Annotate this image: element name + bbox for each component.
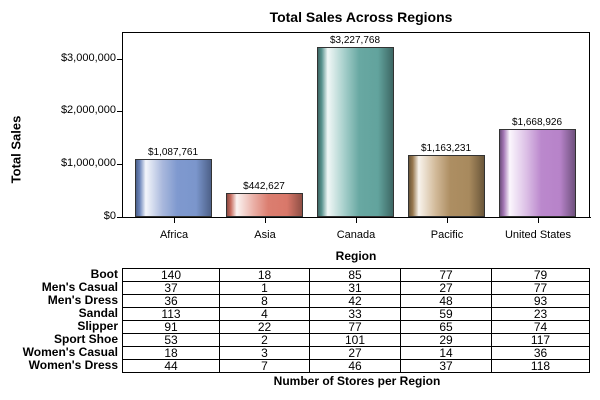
x-tick (447, 218, 448, 223)
table-cell: 93 (491, 294, 590, 308)
table-row-label: Men's Dress (47, 293, 118, 307)
table-cell: 14 (400, 346, 492, 360)
table-title: Number of Stores per Region (273, 374, 441, 388)
table-row-label: Women's Casual (22, 345, 118, 359)
y-tick-label: $1,000,000 (60, 157, 116, 169)
y-tick (117, 111, 122, 112)
table-cell: 3 (219, 346, 310, 360)
table-cell: 44 (122, 359, 220, 373)
table-cell: 8 (219, 294, 310, 308)
table-row: 18 3 27 14 36 (122, 346, 590, 360)
table-row: 44 7 46 37 118 (122, 359, 590, 373)
chart-title: Total Sales Across Regions (269, 9, 453, 25)
table-cell: 46 (309, 359, 401, 373)
table-row: 36 8 42 48 93 (122, 294, 590, 308)
table-row-label: Slipper (77, 319, 118, 333)
table-cell: 7 (219, 359, 310, 373)
plot-area (122, 32, 590, 217)
y-tick-label: $2,000,000 (60, 104, 116, 116)
bar-value-label: $442,627 (243, 181, 285, 192)
y-tick (117, 164, 122, 165)
table-row-label: Women's Dress (28, 358, 118, 372)
bar-united-states[interactable] (499, 129, 576, 217)
x-tick-label: Pacific (430, 229, 464, 241)
x-tick (265, 218, 266, 223)
bar-asia[interactable] (226, 193, 303, 217)
table-cell: 85 (309, 268, 401, 282)
table-row: 113 4 33 59 23 (122, 307, 590, 321)
y-tick-label: $0 (103, 210, 116, 222)
table-cell: 37 (400, 359, 492, 373)
x-tick (356, 218, 357, 223)
y-axis-title: Total Sales (8, 115, 24, 184)
bar-africa[interactable] (135, 159, 212, 217)
y-tick (117, 217, 122, 218)
table-row: 37 1 31 27 77 (122, 281, 590, 295)
table-cell: 36 (491, 346, 590, 360)
x-tick-label: United States (504, 229, 572, 241)
table-cell: 23 (491, 307, 590, 321)
x-tick (538, 218, 539, 223)
bar-value-label: $1,087,761 (147, 147, 199, 158)
y-tick-label: $3,000,000 (60, 52, 116, 64)
bar-value-label: $1,668,926 (511, 117, 563, 128)
bar-value-label: $3,227,768 (329, 35, 381, 46)
table-cell: 22 (219, 320, 310, 334)
table-row: 91 22 77 65 74 (122, 320, 590, 334)
bar-canada[interactable] (317, 47, 394, 217)
table-cell: 77 (309, 320, 401, 334)
table-cell: 1 (219, 281, 310, 295)
x-axis-title: Region (335, 249, 377, 263)
table-cell: 74 (491, 320, 590, 334)
table-cell: 59 (400, 307, 492, 321)
y-tick (117, 59, 122, 60)
table-cell: 31 (309, 281, 401, 295)
table-cell: 113 (122, 307, 220, 321)
bar-value-label: $1,163,231 (420, 143, 472, 154)
table-cell: 65 (400, 320, 492, 334)
bar-pacific[interactable] (408, 155, 485, 217)
table-cell: 29 (400, 333, 492, 347)
x-tick-label: Africa (159, 229, 189, 241)
table-cell: 18 (219, 268, 310, 282)
table-cell: 140 (122, 268, 220, 282)
table-cell: 118 (491, 359, 590, 373)
table-cell: 27 (309, 346, 401, 360)
table-cell: 2 (219, 333, 310, 347)
table-cell: 42 (309, 294, 401, 308)
table-cell: 18 (122, 346, 220, 360)
table-row: 140 18 85 77 79 (122, 268, 590, 282)
x-tick-label: Canada (336, 229, 376, 241)
table-cell: 53 (122, 333, 220, 347)
table-cell: 48 (400, 294, 492, 308)
table-cell: 91 (122, 320, 220, 334)
x-tick (174, 218, 175, 223)
table-cell: 77 (491, 281, 590, 295)
table-cell: 37 (122, 281, 220, 295)
table-cell: 33 (309, 307, 401, 321)
table-row-label: Men's Casual (41, 280, 118, 294)
table-cell: 4 (219, 307, 310, 321)
x-tick-label: Asia (254, 229, 276, 241)
table-cell: 77 (400, 268, 492, 282)
table-row: 53 2 101 29 117 (122, 333, 590, 347)
x-axis-line (117, 217, 591, 218)
table-row-label: Boot (90, 267, 118, 281)
table-cell: 79 (491, 268, 590, 282)
table-row-label: Sport Shoe (53, 332, 118, 346)
table-cell: 27 (400, 281, 492, 295)
table-cell: 101 (309, 333, 401, 347)
stores-table: 140 18 85 77 79 37 1 31 27 77 36 8 42 48 93 113 4 33 59… (122, 268, 590, 373)
table-cell: 36 (122, 294, 220, 308)
table-cell: 117 (491, 333, 590, 347)
table-row-label: Sandal (78, 306, 118, 320)
